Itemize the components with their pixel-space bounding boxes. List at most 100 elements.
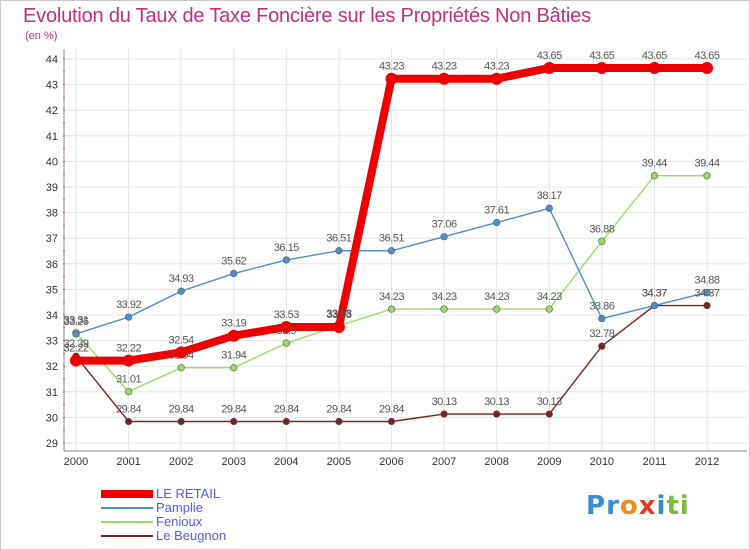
logo-letter: x: [638, 491, 657, 521]
data-label: 37.06: [432, 219, 457, 231]
data-label: 33.31: [63, 315, 88, 327]
data-point: [650, 172, 659, 180]
data-label: 33.86: [589, 301, 614, 313]
data-label: 37.61: [484, 205, 509, 217]
logo-letter: t: [666, 491, 680, 521]
data-point: [595, 61, 608, 74]
y-axis-unit-label: (en %): [25, 30, 58, 42]
data-label: 43.65: [589, 50, 614, 62]
data-point: [703, 301, 711, 310]
data-label: 32.22: [116, 343, 141, 355]
data-label: 30.13: [432, 396, 457, 408]
data-point: [177, 417, 185, 426]
data-label: 36.51: [379, 233, 404, 245]
data-point: [545, 204, 553, 212]
legend-swatch: [101, 521, 153, 523]
data-label: 32.22: [63, 343, 88, 355]
logo-letter: i: [656, 491, 667, 521]
data-point: [703, 288, 711, 297]
proxiti-logo: Proxiti: [586, 491, 690, 521]
data-label: 32.9: [277, 325, 297, 337]
x-tick-label: 2002: [169, 456, 193, 468]
data-point: [227, 329, 240, 342]
logo-letter: r: [606, 491, 620, 521]
data-point: [545, 410, 553, 418]
data-point: [440, 233, 448, 241]
data-point: [598, 237, 606, 245]
data-point: [177, 364, 185, 372]
y-tick-label: 41: [46, 131, 58, 143]
x-tick-label: 2001: [116, 456, 140, 468]
data-point: [230, 417, 238, 426]
data-label: 36.15: [274, 242, 299, 254]
y-tick-label: 37: [46, 233, 58, 245]
data-label: 31.01: [116, 374, 141, 386]
y-tick-label: 43: [46, 80, 58, 92]
x-tick-label: 2008: [484, 456, 508, 468]
data-label: 34.23: [432, 291, 457, 303]
data-point: [493, 305, 501, 313]
chart-title: Evolution du Taux de Taxe Foncière sur l…: [23, 5, 591, 27]
data-label: 29.84: [326, 403, 351, 415]
y-tick-label: 39: [46, 182, 58, 194]
data-point: [385, 72, 398, 85]
data-label: 33.58: [326, 308, 351, 320]
data-point: [598, 342, 606, 350]
data-label: 34.23: [537, 291, 562, 303]
data-label: 29.84: [274, 403, 299, 415]
data-point: [280, 321, 293, 334]
logo-letter: i: [679, 491, 690, 521]
logo-letter: o: [619, 491, 639, 521]
data-point: [124, 387, 133, 396]
data-point: [122, 354, 135, 367]
legend-swatch: [101, 507, 153, 509]
legend-swatch: [101, 535, 153, 537]
data-point: [387, 305, 396, 313]
data-label: 33.53: [274, 309, 299, 321]
legend-label: Fenioux: [156, 514, 203, 529]
data-point: [387, 247, 396, 255]
x-tick-label: 2009: [537, 456, 561, 468]
data-label: 33.26: [63, 316, 88, 328]
data-point: [440, 305, 448, 313]
y-tick-label: 31: [46, 387, 58, 399]
data-point: [543, 61, 556, 74]
legend-label: Le Beugnon: [156, 528, 227, 543]
legend-label: Pamplie: [156, 500, 203, 515]
data-point: [335, 247, 343, 255]
data-point: [332, 321, 345, 334]
x-tick-label: 2005: [327, 456, 351, 468]
data-point: [493, 410, 501, 418]
y-tick-label: 29: [46, 438, 58, 450]
y-tick-label: 30: [46, 412, 58, 424]
legend-label: LE RETAIL: [156, 486, 221, 501]
data-point: [175, 346, 188, 359]
data-label: 36.51: [326, 233, 351, 245]
data-label: 34.37: [642, 288, 667, 300]
data-label: 43.65: [694, 50, 719, 62]
data-point: [230, 364, 238, 372]
data-point: [650, 301, 659, 310]
data-label: 29.84: [169, 403, 194, 415]
data-point: [493, 218, 501, 227]
x-tick-label: 2007: [432, 456, 456, 468]
data-label: 43.23: [379, 61, 404, 73]
x-tick-label: 2010: [590, 456, 614, 468]
data-point: [282, 417, 290, 426]
data-label: 33.19: [221, 318, 246, 330]
data-point: [387, 417, 396, 426]
x-tick-label: 2006: [379, 456, 403, 468]
data-label: 29.84: [221, 403, 246, 415]
y-tick-label: 44: [46, 54, 58, 66]
data-label: 30.13: [484, 396, 509, 408]
data-label: 43.23: [484, 61, 509, 73]
logo-letter: P: [586, 491, 607, 521]
data-label: 34.37: [694, 288, 719, 300]
x-tick-label: 2011: [643, 456, 667, 468]
data-point: [648, 61, 661, 74]
data-label: 33.92: [116, 299, 141, 311]
x-tick-label: 2004: [274, 456, 298, 468]
data-label: 33.53: [326, 309, 351, 321]
data-label: 32.78: [589, 328, 614, 340]
